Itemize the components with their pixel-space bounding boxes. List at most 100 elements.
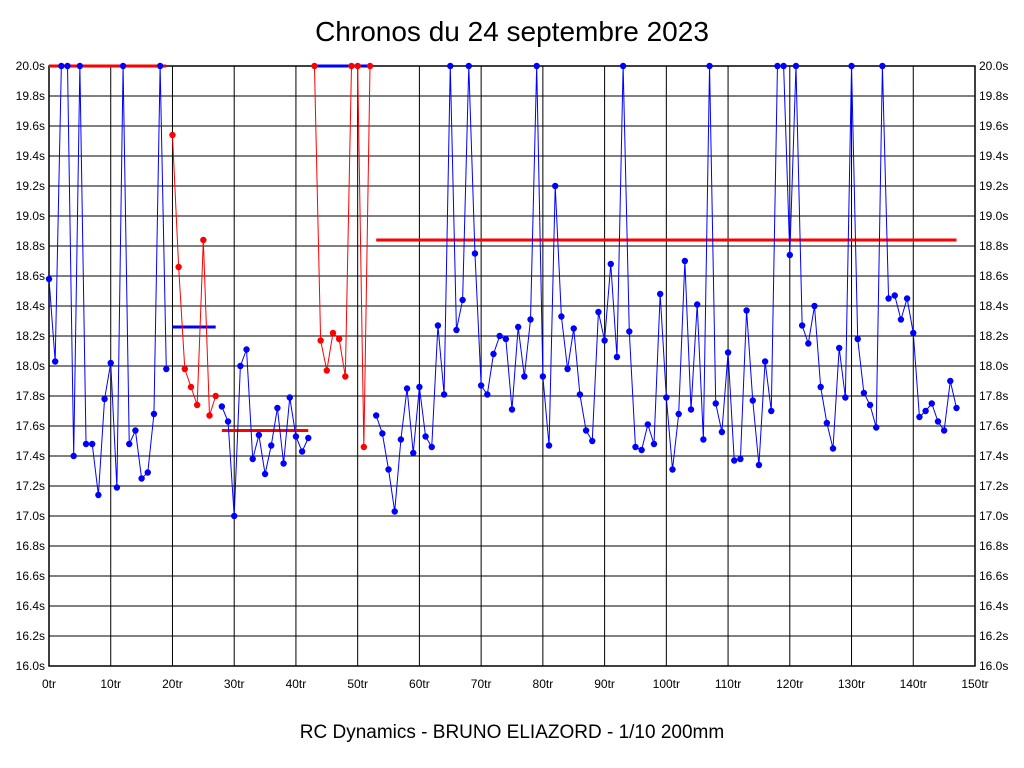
data-point: [700, 436, 707, 443]
data-point: [731, 457, 738, 464]
data-point: [768, 407, 775, 415]
data-point: [854, 335, 861, 343]
data-point: [76, 62, 84, 70]
data-point: [626, 328, 633, 335]
x-tick-label: 150tr: [961, 677, 988, 691]
data-point: [144, 469, 151, 476]
data-point: [348, 62, 355, 70]
data-point: [508, 406, 516, 413]
data-point: [237, 362, 244, 370]
data-point: [471, 250, 479, 257]
data-point: [694, 301, 701, 308]
chart-title: Chronos du 24 septembre 2023: [315, 16, 709, 47]
y-tick-label-right: 16.2s: [979, 629, 1008, 643]
data-point: [848, 62, 855, 70]
data-point: [860, 389, 868, 397]
data-point: [903, 295, 911, 302]
data-point: [64, 62, 71, 70]
data-point: [58, 62, 65, 70]
x-tick-label: 50tr: [347, 677, 368, 691]
data-point: [576, 391, 584, 398]
data-point: [922, 407, 929, 415]
data-point: [582, 427, 590, 434]
data-point: [940, 427, 948, 434]
data-point: [305, 434, 312, 442]
data-point: [755, 461, 763, 469]
data-point: [132, 427, 139, 434]
data-point: [601, 337, 608, 344]
y-tick-label-right: 17.4s: [979, 449, 1008, 463]
data-point: [206, 412, 213, 419]
series-line: [171, 134, 217, 416]
data-point: [82, 440, 90, 448]
data-point: [613, 353, 621, 361]
chart-plot-area: [45, 62, 960, 520]
data-point: [354, 62, 361, 70]
data-point: [187, 383, 195, 391]
data-point: [761, 358, 769, 365]
data-point: [212, 392, 219, 400]
data-point: [570, 325, 577, 332]
data-point: [261, 470, 269, 478]
y-tick-label-left: 18.8s: [16, 239, 45, 253]
data-point: [255, 431, 263, 439]
data-point: [873, 424, 880, 431]
y-tick-label-left: 17.4s: [16, 449, 45, 463]
y-tick-label-right: 16.6s: [979, 569, 1008, 583]
data-point: [774, 62, 781, 70]
x-tick-label: 70tr: [471, 677, 492, 691]
y-tick-label-left: 17.0s: [16, 509, 45, 523]
data-point: [249, 455, 256, 463]
data-point: [749, 397, 756, 404]
x-tick-label: 40tr: [286, 677, 307, 691]
data-point: [372, 412, 380, 419]
y-tick-label-right: 17.2s: [979, 479, 1008, 493]
x-tick-label: 0tr: [42, 677, 56, 691]
data-point: [51, 358, 59, 365]
data-point: [45, 275, 53, 283]
series-line: [313, 65, 371, 448]
data-point: [453, 326, 460, 334]
data-point: [786, 251, 793, 259]
data-point: [712, 400, 719, 407]
x-tick-label: 110tr: [715, 677, 741, 691]
y-tick-label-right: 16.8s: [979, 539, 1008, 553]
data-point: [607, 260, 614, 268]
chart-footer: RC Dynamics - BRUNO ELIAZORD - 1/10 200m…: [299, 722, 725, 743]
data-point: [545, 442, 553, 449]
y-tick-label-left: 18.2s: [16, 329, 45, 343]
y-tick-label-right: 19.6s: [979, 119, 1008, 133]
y-tick-label-left: 19.2s: [16, 179, 45, 193]
data-point: [644, 421, 652, 428]
x-tick-label: 80tr: [533, 677, 554, 691]
data-point: [879, 62, 886, 70]
data-point: [323, 367, 330, 374]
data-point: [792, 62, 800, 70]
x-tick-label: 20tr: [162, 677, 183, 691]
y-tick-label-left: 16.0s: [16, 659, 45, 673]
x-tick-label: 130tr: [838, 677, 865, 691]
data-point: [558, 313, 565, 320]
data-point: [552, 182, 559, 190]
y-tick-label-left: 18.6s: [16, 269, 45, 283]
data-point: [231, 512, 238, 520]
data-point: [298, 448, 306, 455]
data-point: [335, 335, 343, 343]
y-tick-label-left: 16.6s: [16, 569, 45, 583]
y-tick-label-left: 17.6s: [16, 419, 45, 433]
data-point: [181, 365, 189, 373]
data-point: [798, 322, 806, 329]
y-tick-label-right: 18.8s: [979, 239, 1008, 253]
data-point: [928, 400, 935, 407]
y-tick-label-left: 20.0s: [16, 59, 45, 73]
chart-grid: [48, 65, 976, 667]
data-point: [737, 455, 744, 463]
data-point: [675, 410, 682, 418]
data-point: [743, 307, 750, 314]
data-point: [200, 236, 207, 244]
data-point: [274, 404, 281, 412]
data-point: [514, 323, 522, 331]
data-point: [484, 391, 491, 398]
x-tick-label: 30tr: [224, 677, 245, 691]
data-point: [119, 62, 127, 70]
